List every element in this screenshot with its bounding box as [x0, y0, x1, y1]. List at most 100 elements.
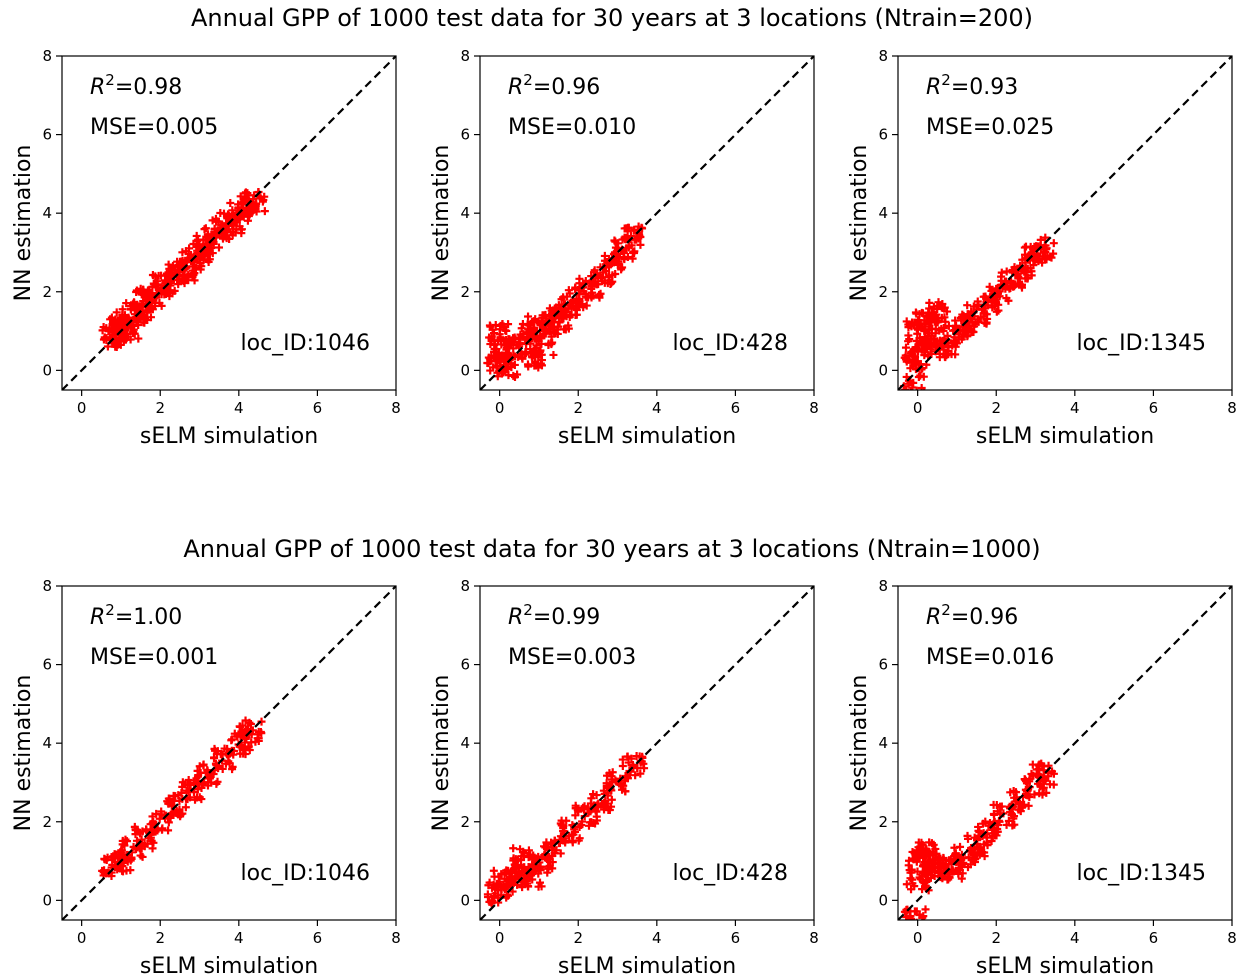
- panel-6-point: [971, 858, 980, 867]
- panel-3-point: [959, 332, 968, 341]
- panel-2-point: [539, 330, 548, 339]
- panel-6-point: [1036, 780, 1045, 789]
- panel-4-point: [212, 761, 221, 770]
- panel-5-ytick-label: 0: [460, 891, 470, 909]
- panel-3-point: [913, 329, 922, 338]
- panel-4-point: [236, 722, 245, 731]
- panel-5-point: [485, 878, 494, 887]
- panel-5-point: [578, 803, 587, 812]
- panel-1-xtick-label: 6: [313, 399, 323, 417]
- panel-4-xtick-label: 6: [313, 929, 323, 947]
- panel-5-point: [500, 868, 509, 877]
- panel-1-ytick-label: 6: [42, 126, 52, 144]
- panel-4-point: [178, 809, 187, 818]
- panel-2-ytick-label: 2: [460, 283, 470, 301]
- panel-4-point: [245, 746, 254, 755]
- panel-4-point: [227, 736, 236, 745]
- panel-5-point: [619, 781, 628, 790]
- panel-1-ytick-label: 8: [42, 47, 52, 65]
- panel-3-point: [925, 304, 934, 313]
- panel-3-xtick-label: 6: [1149, 399, 1159, 417]
- panel-6-point: [945, 872, 954, 881]
- panel-4-point: [107, 871, 116, 880]
- panel-1-point: [243, 189, 252, 198]
- panel-4-point: [254, 736, 263, 745]
- panel-1-ytick-label: 4: [42, 204, 52, 222]
- panel-5-point: [575, 834, 584, 843]
- panel-2-point: [499, 368, 508, 377]
- panel-6-point: [1018, 802, 1027, 811]
- panel-2-point: [502, 335, 511, 344]
- row2-title: Annual GPP of 1000 test data for 30 year…: [183, 535, 1040, 563]
- panel-3-point: [933, 318, 942, 327]
- panel-3-point: [942, 307, 951, 316]
- panel-5-point: [517, 880, 526, 889]
- panel-2-point: [603, 258, 612, 267]
- panel-6-point: [963, 831, 972, 840]
- panel-3-point: [950, 337, 959, 346]
- panel-6-point: [1038, 790, 1047, 799]
- panel-6-point: [966, 860, 975, 869]
- panel-5-axes-frame: [479, 585, 815, 921]
- panel-1-point: [118, 310, 127, 319]
- panel-5-xtick-label: 6: [731, 929, 741, 947]
- panel-6-points: [900, 759, 1058, 920]
- panel-5-point: [621, 787, 630, 796]
- panel-6-point: [1034, 765, 1043, 774]
- panel-4-xtick-label: 8: [391, 929, 401, 947]
- panel-5-point: [524, 846, 533, 855]
- panel-3-point: [1047, 253, 1056, 262]
- panel-3-mse-label: MSE=0.025: [926, 115, 1054, 140]
- panel-5-xtick-label: 4: [652, 929, 662, 947]
- panel-1-point: [178, 274, 187, 283]
- panel-5-point: [537, 882, 546, 891]
- panel-5-point: [504, 876, 513, 885]
- panel-4-point: [182, 786, 191, 795]
- panel-3-point: [954, 335, 963, 344]
- panel-6-point: [980, 852, 989, 861]
- panel-3-xtick-label: 2: [991, 399, 1001, 417]
- panel-6-point: [907, 865, 916, 874]
- panel-2-point: [503, 341, 512, 350]
- panel-3-point: [1022, 242, 1030, 251]
- panel-1-point: [138, 289, 147, 298]
- panel-4-point: [131, 825, 140, 834]
- panel-4-point: [184, 775, 193, 784]
- panel-2-point: [621, 235, 630, 244]
- panel-3-point: [944, 343, 953, 352]
- panel-6-point: [949, 867, 958, 876]
- panel-6-point: [1016, 807, 1025, 816]
- panel-5-point: [629, 762, 638, 771]
- panel-2-point: [515, 339, 524, 348]
- panel-5-point: [607, 795, 616, 804]
- panel-2-point: [619, 248, 628, 257]
- panel-1-point: [145, 305, 154, 314]
- panel-6-point: [902, 880, 911, 889]
- panel-2-ytick-label: 0: [460, 361, 470, 379]
- panel-6-point: [950, 843, 959, 852]
- panel-3-point: [951, 350, 960, 359]
- panel-2-point: [544, 339, 553, 348]
- panel-2-point: [504, 371, 513, 380]
- panel-5-identity-line: [480, 586, 814, 920]
- panel-2-xtick-label: 2: [573, 399, 583, 417]
- panel-4-point: [181, 780, 190, 789]
- panel-6-point: [940, 862, 949, 871]
- panel-5-xlabel: sELM simulation: [558, 954, 736, 979]
- panel-5-point: [535, 864, 544, 873]
- panel-2-point: [495, 325, 504, 334]
- panel-2-point: [618, 263, 627, 272]
- panel-5-point: [565, 831, 574, 840]
- panel-3-point: [918, 389, 921, 390]
- panel-4-point: [149, 838, 158, 847]
- panel-6-xtick-label: 0: [913, 929, 923, 947]
- panel-1-point: [249, 202, 258, 211]
- panel-1-ylabel: NN estimation: [11, 145, 36, 302]
- panel-1-ytick-label: 0: [42, 361, 52, 379]
- panel-5-point: [552, 846, 561, 855]
- panel-3-point: [923, 389, 926, 390]
- panel-5-xtick-label: 0: [495, 929, 505, 947]
- panel-3-point: [969, 328, 978, 337]
